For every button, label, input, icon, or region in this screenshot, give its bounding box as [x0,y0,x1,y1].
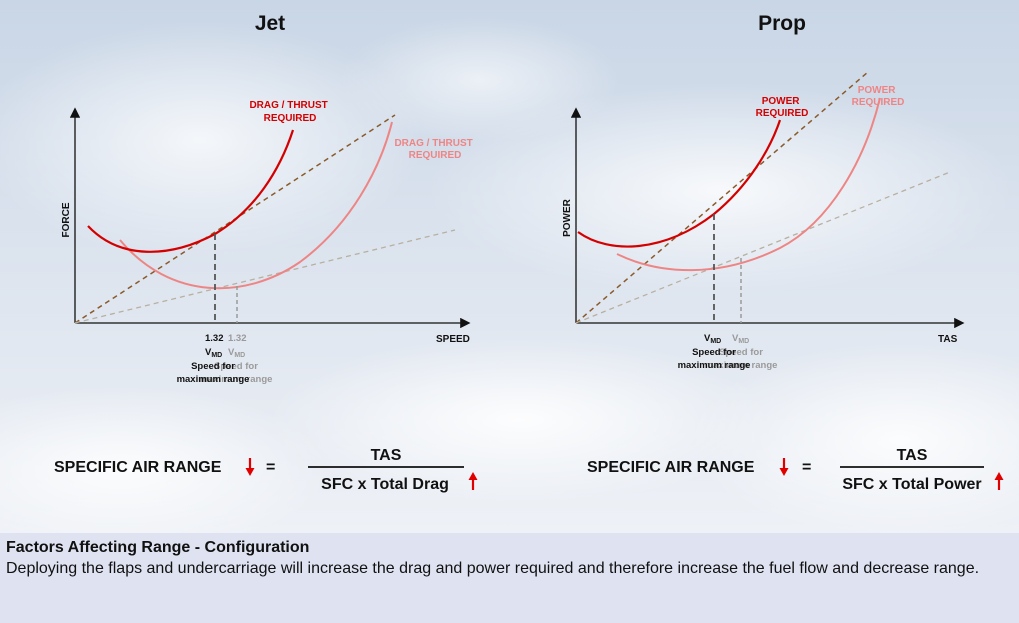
caption-title: Factors Affecting Range - Configuration [6,539,310,556]
jet-curve-configured [119,121,393,290]
prop-title: Prop [758,12,806,35]
prop-curve-clean [577,119,782,248]
jet-eq-left: SPECIFIC AIR RANGE [54,459,222,476]
caption-text: Deploying the flaps and undercarriage wi… [6,560,980,577]
prop-eq-left: SPECIFIC AIR RANGE [587,459,755,476]
jet-speed-for-configured: Speed for [214,361,258,372]
prop-down-arrow-icon [779,458,789,476]
jet-max-range: maximum range [177,374,250,385]
jet-panel: Jet FORCE SPEED DRAG / THRUST REQUIRED D… [54,12,478,493]
jet-x-axis-label: SPEED [436,334,470,345]
prop-curve-configured [616,97,881,272]
prop-tangent-light [575,171,951,324]
prop-speed-for: Speed for [692,347,736,358]
prop-x-axis-label: TAS [938,334,958,345]
jet-vmd-configured: VMD [228,347,245,359]
jet-curve-label-clean: DRAG / THRUST REQUIRED [249,100,330,124]
sky-background [0,0,1019,533]
prop-eq-denominator: SFC x Total Power [842,476,981,493]
jet-tangent-light [74,229,456,324]
jet-speed-for: Speed for [191,361,235,372]
prop-speed-for-configured: Speed for [719,347,763,358]
jet-curve-label-configured: DRAG / THRUST REQUIRED [394,138,475,161]
jet-eq-denominator: SFC x Total Drag [321,476,449,493]
jet-eq-numerator: TAS [371,447,402,464]
prop-eq-sign: = [802,459,811,476]
caption-panel: Factors Affecting Range - Configuration … [0,533,1019,623]
range-diagram: Jet FORCE SPEED DRAG / THRUST REQUIRED D… [54,12,1004,493]
jet-up-arrow-icon [468,472,478,490]
jet-title: Jet [255,12,285,35]
jet-down-arrow-icon [245,458,255,476]
prop-y-axis-label: POWER [562,198,573,237]
prop-curve-label-clean: POWER REQUIRED [756,96,809,119]
prop-panel: Prop POWER TAS POWER REQUIRED POWER REQU… [562,12,1004,493]
jet-max-range-configured: maximum range [200,374,273,385]
prop-curve-label-configured: POWER REQUIRED [852,85,905,108]
prop-tangent-dark [575,71,869,324]
jet-vmd: VMD [205,347,222,359]
jet-y-axis-label: FORCE [61,202,72,237]
jet-factor-configured: 1.32 [228,333,247,344]
jet-factor: 1.32 [205,333,224,344]
prop-max-range: maximum range [678,360,751,371]
prop-vmd: VMD [704,333,721,345]
prop-vmd-configured: VMD [732,333,749,345]
jet-curve-clean [87,129,295,253]
prop-max-range-configured: maximum range [705,360,778,371]
prop-up-arrow-icon [994,472,1004,490]
prop-eq-numerator: TAS [897,447,928,464]
jet-eq-sign: = [266,459,275,476]
